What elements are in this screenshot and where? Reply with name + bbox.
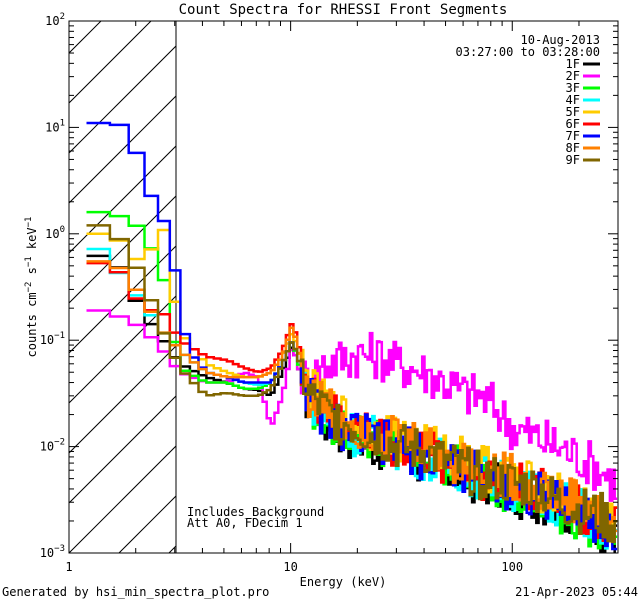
legend-label-7F: 7F [566, 129, 580, 143]
hatch-line [69, 295, 176, 404]
hatch-line [69, 345, 176, 454]
hatch-line [118, 495, 176, 553]
legend-label-6F: 6F [566, 117, 580, 131]
y-tick-label: 100 [45, 225, 65, 241]
x-tick-label: 100 [501, 560, 523, 574]
y-axis-label: counts cm−2 s−1 keV−1 [24, 217, 39, 358]
series-line-1F [86, 254, 618, 553]
plot-frame [68, 20, 619, 554]
y-tick-label: 10−2 [40, 438, 65, 454]
time-range-label: 03:27:00 to 03:28:00 [456, 45, 601, 59]
y-tick-label: 102 [45, 12, 65, 28]
footer-generated-by: Generated by hsi_min_spectra_plot.pro [2, 585, 269, 599]
x-axis-label: Energy (keV) [300, 575, 387, 589]
legend-label-9F: 9F [566, 153, 580, 167]
footer-timestamp: 21-Apr-2023 05:44 [515, 585, 638, 599]
legend-label-4F: 4F [566, 93, 580, 107]
legend-label-1F: 1F [566, 57, 580, 71]
series-line-9F [86, 224, 618, 544]
hatch-line [69, 445, 176, 553]
x-tick-label: 1 [65, 560, 72, 574]
date-label: 10-Aug-2013 [521, 33, 600, 47]
chart-title: Count Spectra for RHESSI Front Segments [179, 2, 508, 18]
hatch-line [69, 395, 176, 504]
annotation-attenuator: Att A0, FDecim 1 [187, 516, 303, 530]
hatch-line [69, 95, 176, 204]
legend-label-3F: 3F [566, 81, 580, 95]
y-tick-label: 10−1 [40, 331, 65, 347]
x-tick-label: 10 [283, 560, 297, 574]
hatch-line [69, 21, 102, 54]
hatched-region [0, 21, 176, 553]
hatch-line [69, 145, 176, 254]
hatch-line [69, 195, 176, 304]
y-tick-label: 10−3 [40, 544, 65, 560]
legend-label-2F: 2F [566, 69, 580, 83]
legend-label-8F: 8F [566, 141, 580, 155]
y-tick-label: 101 [45, 118, 65, 134]
hatch-line [69, 45, 176, 154]
legend-label-5F: 5F [566, 105, 580, 119]
annotation-background: Includes_Background [187, 505, 324, 519]
hatch-line [0, 21, 1, 553]
hatch-line [69, 245, 176, 354]
